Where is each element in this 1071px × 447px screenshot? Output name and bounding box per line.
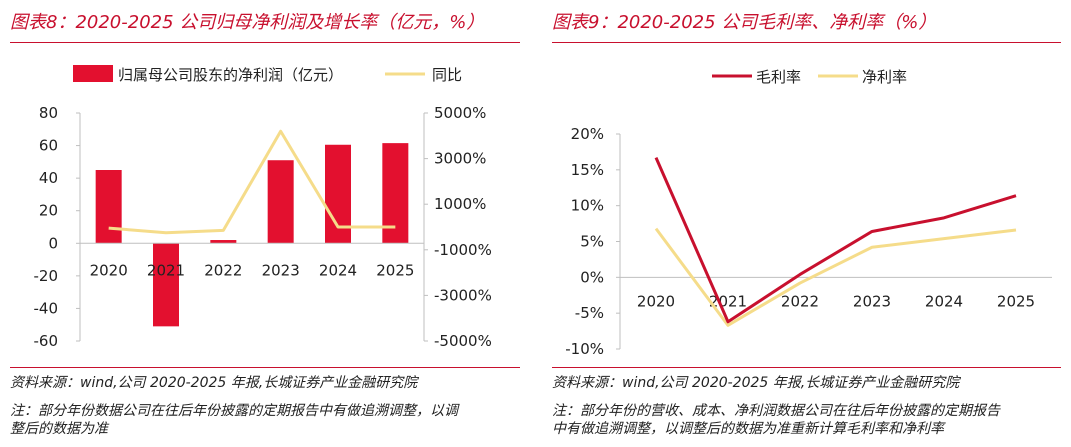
y-tick-label: 10% (571, 197, 604, 215)
x-tick-label: 2021 (147, 261, 185, 279)
left-y-tick-label: 20 (39, 202, 58, 220)
left-y-tick-label: 40 (39, 169, 58, 187)
x-tick-label: 2024 (925, 292, 963, 310)
legend-label-gross-margin: 毛利率 (756, 68, 801, 86)
y-tick-label: 15% (571, 161, 604, 179)
y-tick-label: 5% (580, 233, 604, 251)
legend-swatch-net-profit (73, 65, 113, 82)
right-title-rule (552, 42, 1061, 43)
x-tick-label: 2024 (319, 261, 357, 279)
legend-label-net-profit: 归属母公司股东的净利润（亿元） (118, 66, 343, 84)
right-note-line1: 注：部分年份的营收、成本、净利润数据公司在往后年份披露的定期报告 (552, 403, 1000, 419)
bar (210, 240, 237, 244)
right-chart: 毛利率 净利率-10%-5%0%5%10%15%20%2020 2021 2022 20… (565, 68, 1052, 358)
legend-label-yoy: 同比 (432, 66, 462, 84)
legend-label-net-margin: 净利率 (862, 68, 907, 86)
x-tick-label: 2023 (262, 261, 300, 279)
left-y-tick-label: -40 (34, 299, 59, 317)
left-y-tick-label: -20 (34, 267, 59, 285)
series-line-yoy (108, 129, 396, 235)
right-y-tick-label: 1000% (434, 195, 486, 213)
bar (267, 160, 294, 244)
bar (95, 170, 122, 244)
left-y-tick-label: -60 (34, 332, 59, 350)
x-tick-label: 2020 (90, 261, 128, 279)
left-chart: 归属母公司股东的净利润（亿元） 同比 -60 -40 -20 0 20 40 60 80 -5000… (34, 65, 492, 350)
x-tick-label: 2022 (781, 292, 819, 310)
right-source: 资料来源：wind,公司 2020-2025 年报,长城证券产业金融研究院 (552, 375, 960, 391)
left-note: 注：部分年份数据公司在往后年份披露的定期报告中有做追溯调整，以调 整后的数据为准 (10, 402, 458, 438)
left-y-tick-label: 0 (48, 234, 58, 252)
x-tick-label: 2020 (637, 292, 675, 310)
right-y-tick-label: -5000% (434, 332, 492, 350)
left-figure-title: 图表8：2020-2025 公司归母净利润及增长率（亿元，%） (10, 12, 485, 33)
y-tick-label: 0% (580, 268, 604, 286)
series-line-net-margin (654, 227, 1017, 327)
right-bottom-rule (552, 367, 1061, 368)
left-note-line1: 注：部分年份数据公司在往后年份披露的定期报告中有做追溯调整，以调 (10, 403, 458, 419)
series-line-gross-margin (654, 157, 1017, 324)
right-figure-title: 图表9：2020-2025 公司毛利率、净利率（%） (552, 12, 937, 33)
bar (325, 144, 351, 244)
right-y-tick-label: -1000% (434, 241, 492, 259)
right-y-tick-label: 3000% (434, 150, 486, 168)
bar (153, 243, 179, 327)
left-note-line2: 整后的数据为准 (10, 421, 108, 437)
left-source: 资料来源：wind,公司 2020-2025 年报,长城证券产业金融研究院 (10, 375, 418, 391)
y-tick-label: -10% (565, 340, 604, 358)
x-tick-label: 2022 (204, 261, 242, 279)
right-note-line2: 中有做追溯调整，以调整后的数据为准重新计算毛利率和净利率 (552, 421, 944, 437)
right-y-tick-label: 5000% (434, 104, 486, 122)
x-tick-label: 2025 (997, 292, 1035, 310)
x-tick-label: 2025 (376, 261, 414, 279)
x-tick-label: 2023 (853, 292, 891, 310)
right-note: 注：部分年份的营收、成本、净利润数据公司在往后年份披露的定期报告 中有做追溯调整… (552, 402, 1000, 438)
y-tick-label: -5% (575, 304, 604, 322)
right-y-tick-label: -3000% (434, 286, 492, 304)
left-title-rule (10, 42, 520, 43)
y-tick-label: 20% (571, 125, 604, 143)
left-y-tick-label: 60 (39, 137, 58, 155)
left-y-tick-label: 80 (39, 104, 58, 122)
left-bottom-rule (10, 367, 520, 368)
